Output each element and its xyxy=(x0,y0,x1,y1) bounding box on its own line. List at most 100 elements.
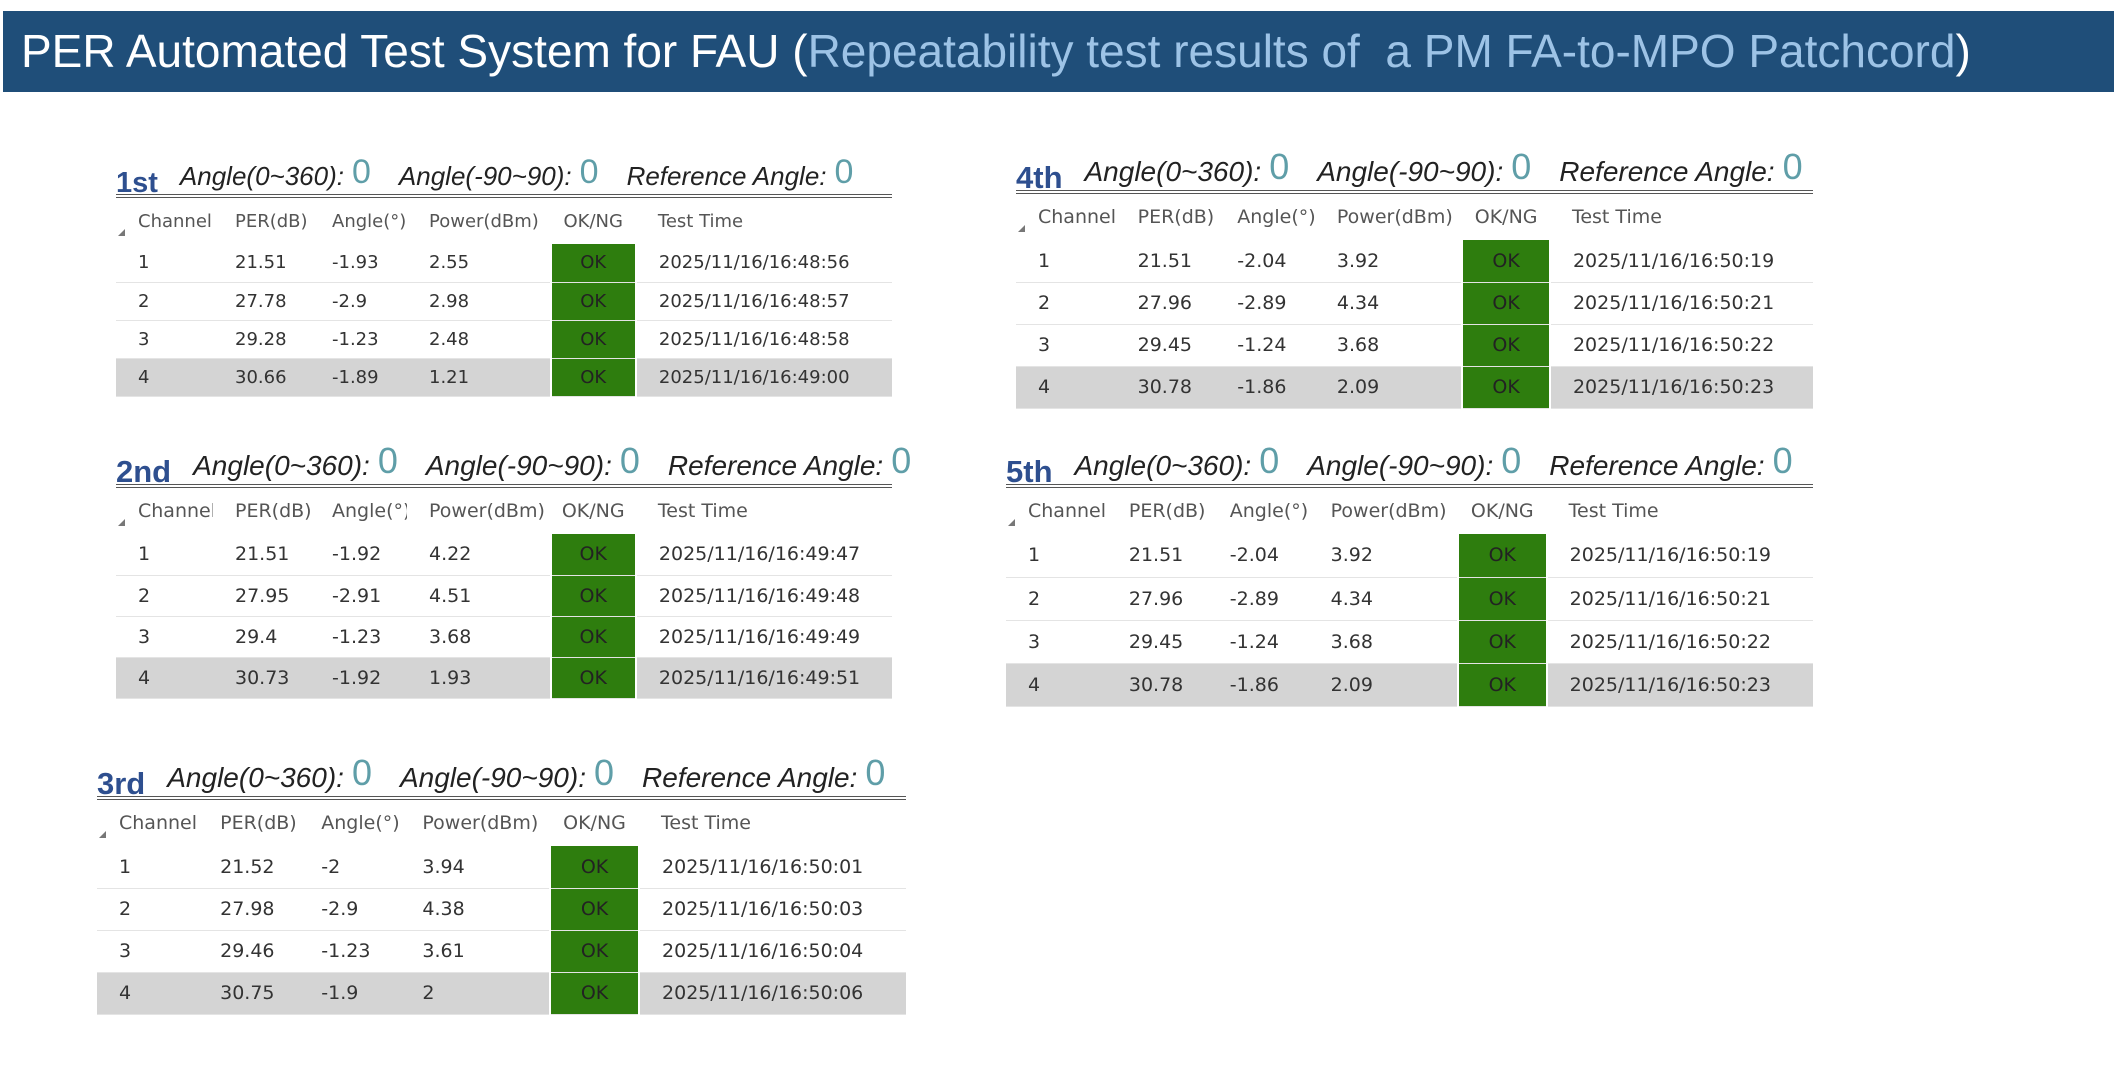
column-header: Channel xyxy=(1006,488,1107,534)
angle-value: 0 xyxy=(891,440,912,481)
cell: 1.21 xyxy=(407,358,551,397)
column-header: Angle(°) xyxy=(332,210,407,232)
cell: 2025/11/16/16:49:48 xyxy=(635,575,892,617)
cell: 3 xyxy=(1016,324,1116,367)
column-header: Channel xyxy=(116,198,213,244)
cell: 30.78 xyxy=(1106,663,1208,707)
angle-value: 0 xyxy=(834,153,854,191)
cell: 4 xyxy=(116,657,213,699)
cell: 2025/11/16/16:49:47 xyxy=(635,534,892,576)
angle-label: Reference Angle: xyxy=(1549,450,1765,481)
angle-value: 0 xyxy=(1269,146,1290,187)
column-header: PER(dB) xyxy=(235,500,310,522)
cell: 21.51 xyxy=(1106,534,1208,578)
status-cell: OK xyxy=(1461,240,1551,283)
angle-value: 0 xyxy=(619,440,640,481)
cell: 2 xyxy=(1006,577,1107,621)
status-cell: OK xyxy=(549,888,641,931)
cell: 1 xyxy=(1016,240,1116,283)
column-header: PER(dB) xyxy=(1137,206,1215,228)
angle-label: Reference Angle: xyxy=(642,762,858,793)
status-cell: OK xyxy=(549,846,641,889)
cell: 3 xyxy=(116,616,213,658)
column-header: Angle(°) xyxy=(1237,206,1315,228)
cell: 2025/11/16/16:50:19 xyxy=(1546,534,1813,578)
cell: -2.04 xyxy=(1215,240,1315,283)
cell: -1.86 xyxy=(1215,366,1315,409)
column-header: Angle(°) xyxy=(321,812,400,834)
cell: 4.34 xyxy=(1308,577,1458,621)
status-cell: OK xyxy=(549,972,641,1015)
data-row: 3 29.46 -1.23 3.61 OK 2025/11/16/16:50:04 xyxy=(97,930,906,973)
data-row: 4 30.78 -1.86 2.09 OK 2025/11/16/16:50:23 xyxy=(1006,663,1813,707)
sort-marker xyxy=(99,831,106,838)
cell: 3.68 xyxy=(1314,324,1463,367)
cell: 2025/11/16/16:49:00 xyxy=(635,358,892,397)
cell: 2 xyxy=(97,888,199,931)
cell: 21.51 xyxy=(213,244,310,283)
cell: 21.52 xyxy=(198,846,300,889)
cell: 2 xyxy=(1016,282,1116,325)
header-row: Channel PER(dB) Angle(°) Power(dBm) OK/NG Tes… xyxy=(116,488,892,534)
status-cell: OK xyxy=(549,534,637,576)
cell: -1.24 xyxy=(1207,620,1309,664)
data-row: 3 29.45 -1.24 3.68 OK 2025/11/16/16:50:22 xyxy=(1006,620,1813,664)
header-row: Channel PER(dB) Angle(°) Power(dBm) OK/NG Tes… xyxy=(97,800,906,846)
status-cell: OK xyxy=(549,320,637,359)
run-label: 2nd xyxy=(116,454,172,489)
column-header: Power(dBm) xyxy=(429,500,545,522)
cell: 4 xyxy=(97,972,199,1015)
angle-value: 0 xyxy=(351,752,372,793)
title: ) xyxy=(1955,25,1971,77)
cell: 3 xyxy=(116,320,213,359)
cell: 1 xyxy=(1006,534,1107,578)
angle-value: 0 xyxy=(1259,440,1280,481)
cell: -1.23 xyxy=(299,930,401,973)
status-cell: OK xyxy=(549,657,637,699)
results-table: Channel PER(dB) Angle(°) Power(dBm) OK/NG Tes… xyxy=(97,800,906,1015)
results-table: Channel PER(dB) Angle(°) Power(dBm) OK/NG Tes… xyxy=(1016,194,1813,409)
angle-label: Angle(-90~90): xyxy=(1317,156,1504,187)
angle-label: Angle(-90~90): xyxy=(1307,450,1494,481)
result-panel: 1st Angle(0~360): 0 Angle(-90~90): 0 Referenc… xyxy=(116,150,892,397)
data-row: 1 21.52 -2 3.94 OK 2025/11/16/16:50:01 xyxy=(97,846,906,889)
result-panel: 5th Angle(0~360): 0 Angle(-90~90): 0 Referenc… xyxy=(1006,440,1813,707)
cell: 1 xyxy=(116,244,213,283)
cell: 3.68 xyxy=(1308,620,1458,664)
cell: -1.23 xyxy=(310,320,407,359)
status-cell: OK xyxy=(1456,534,1548,578)
status-cell: OK xyxy=(1461,282,1551,325)
cell: 2.48 xyxy=(407,320,551,359)
data-row: 1 21.51 -2.04 3.92 OK 2025/11/16/16:50:19 xyxy=(1006,534,1813,578)
cell: 1.93 xyxy=(407,657,551,699)
angle-label: Reference Angle: xyxy=(667,450,884,481)
cell: 2025/11/16/16:48:57 xyxy=(635,282,892,321)
column-header: Test Time xyxy=(657,500,748,522)
cell: 2 xyxy=(116,575,213,617)
angle-value: 0 xyxy=(377,440,398,481)
column-header: PER(dB) xyxy=(235,210,308,232)
cell: -2.04 xyxy=(1207,534,1309,578)
column-header: Power(dBm) xyxy=(429,210,539,232)
cell: 2025/11/16/16:48:56 xyxy=(635,244,892,283)
column-header: OK/NG xyxy=(561,500,625,522)
status-cell: OK xyxy=(1456,663,1548,707)
angle-value: 0 xyxy=(1511,146,1532,187)
cell: 1 xyxy=(116,534,213,576)
cell: 30.75 xyxy=(198,972,300,1015)
column-header: Test Time xyxy=(1571,206,1662,228)
cell: 4.22 xyxy=(407,534,551,576)
data-row: 3 29.4 -1.23 3.68 OK 2025/11/16/16:49:49 xyxy=(116,616,892,658)
cell: 4.51 xyxy=(407,575,551,617)
header-row: Channel PER(dB) Angle(°) Power(dBm) OK/NG Tes… xyxy=(1016,194,1813,240)
angle-label: Angle(-90~90): xyxy=(425,450,612,481)
cell: -2.9 xyxy=(310,282,407,321)
column-header: Angle(°) xyxy=(332,500,407,522)
results-table: Channel PER(dB) Angle(°) Power(dBm) OK/NG Tes… xyxy=(116,488,892,699)
status-cell: OK xyxy=(1461,366,1551,409)
data-row: 4 30.78 -1.86 2.09 OK 2025/11/16/16:50:23 xyxy=(1016,366,1813,409)
cell: 2025/11/16/16:48:58 xyxy=(635,320,892,359)
data-row: 1 21.51 -1.92 4.22 OK 2025/11/16/16:49:47 xyxy=(116,534,892,576)
cell: 2 xyxy=(116,282,213,321)
